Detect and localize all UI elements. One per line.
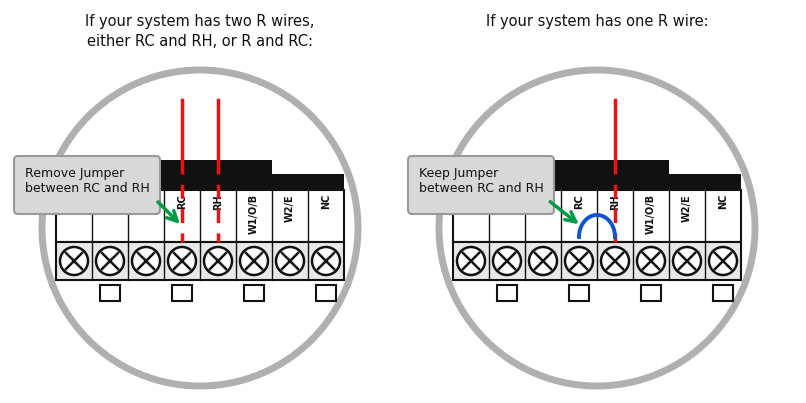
Text: W1/O/B: W1/O/B — [249, 194, 259, 234]
Bar — [244, 285, 264, 301]
FancyBboxPatch shape — [408, 156, 554, 214]
Circle shape — [96, 247, 124, 275]
Circle shape — [457, 247, 485, 275]
Text: NC: NC — [718, 194, 728, 210]
Text: W2/E: W2/E — [682, 194, 692, 222]
Circle shape — [493, 247, 521, 275]
Bar — [669, 174, 741, 190]
Bar — [316, 285, 336, 301]
Bar — [713, 285, 733, 301]
Text: Y1: Y1 — [105, 194, 115, 208]
Text: Remove Jumper
between RC and RH: Remove Jumper between RC and RH — [25, 167, 150, 195]
Text: RH: RH — [213, 194, 223, 210]
Circle shape — [439, 70, 755, 386]
Text: NC: NC — [321, 194, 331, 210]
Text: G: G — [466, 194, 476, 202]
Circle shape — [132, 247, 160, 275]
Circle shape — [312, 247, 340, 275]
Circle shape — [276, 247, 304, 275]
Bar — [453, 242, 741, 280]
Circle shape — [42, 70, 358, 386]
Text: W2/E: W2/E — [285, 194, 295, 222]
Circle shape — [709, 247, 737, 275]
Bar — [56, 190, 344, 242]
Text: If your system has two R wires,
either RC and RH, or R and RC:: If your system has two R wires, either R… — [85, 14, 314, 49]
Circle shape — [529, 247, 557, 275]
Bar — [497, 285, 517, 301]
Bar — [569, 285, 589, 301]
Bar — [56, 242, 344, 280]
Text: Y2: Y2 — [141, 194, 151, 208]
Text: RC: RC — [177, 194, 187, 209]
Bar — [453, 160, 669, 190]
Text: If your system has one R wire:: If your system has one R wire: — [486, 14, 708, 29]
Bar — [172, 285, 192, 301]
FancyBboxPatch shape — [14, 156, 160, 214]
Bar — [272, 174, 344, 190]
Bar — [453, 190, 741, 242]
Text: G: G — [69, 194, 79, 202]
Circle shape — [240, 247, 268, 275]
Text: Y2: Y2 — [538, 194, 548, 208]
Circle shape — [637, 247, 665, 275]
Circle shape — [601, 247, 629, 275]
Circle shape — [204, 247, 232, 275]
Bar — [641, 285, 661, 301]
Text: Keep Jumper
between RC and RH: Keep Jumper between RC and RH — [419, 167, 544, 195]
Circle shape — [168, 247, 196, 275]
Circle shape — [673, 247, 701, 275]
Text: RH: RH — [610, 194, 620, 210]
Text: RC: RC — [574, 194, 584, 209]
Text: Y1: Y1 — [502, 194, 512, 208]
Bar — [100, 285, 120, 301]
Circle shape — [565, 247, 593, 275]
Circle shape — [60, 247, 88, 275]
Text: W1/O/B: W1/O/B — [646, 194, 656, 234]
Bar — [56, 160, 272, 190]
